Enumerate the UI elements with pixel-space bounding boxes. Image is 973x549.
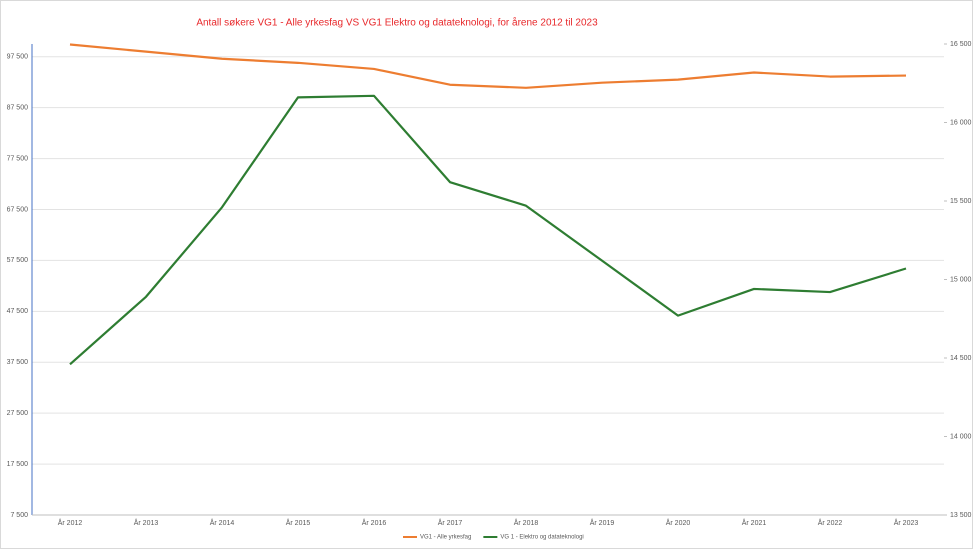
y-tick-label: 7 500 xyxy=(10,512,28,519)
y2-tick-label: 14 000 xyxy=(950,433,972,440)
y-tick-label: 37 500 xyxy=(7,359,29,366)
y-tick-label: 47 500 xyxy=(7,308,29,315)
y-tick-label: 27 500 xyxy=(7,410,29,417)
x-tick-label: År 2015 xyxy=(286,518,311,527)
x-tick-label: År 2019 xyxy=(590,518,615,527)
x-tick-label: År 2012 xyxy=(58,518,83,527)
y-tick-label: 57 500 xyxy=(7,257,29,264)
x-tick-label: År 2022 xyxy=(818,518,843,527)
y2-tick-label: 15 500 xyxy=(950,198,972,205)
y-tick-label: 87 500 xyxy=(7,104,29,111)
y2-tick-label: 16 500 xyxy=(950,41,972,48)
legend-label: VG1 - Alle yrkesfag xyxy=(420,535,471,541)
y2-tick-label: 14 500 xyxy=(950,355,972,362)
x-tick-label: År 2021 xyxy=(742,518,767,527)
series-line xyxy=(69,43,907,89)
y2-tick-label: 16 000 xyxy=(950,119,972,126)
chart-title: Antall søkere VG1 - Alle yrkesfag VS VG1… xyxy=(196,17,598,29)
x-tick-label: År 2016 xyxy=(362,518,387,527)
y-tick-label: 77 500 xyxy=(7,155,29,162)
x-tick-label: År 2018 xyxy=(514,518,539,527)
legend-label: VG 1 - Elektro og datateknologi xyxy=(500,535,583,541)
y-tick-label: 67 500 xyxy=(7,206,29,213)
y2-tick-label: 13 500 xyxy=(950,512,972,519)
x-tick-label: År 2020 xyxy=(666,518,691,527)
y-tick-label: 97 500 xyxy=(7,54,29,61)
y-tick-label: 17 500 xyxy=(7,461,29,468)
x-tick-label: År 2014 xyxy=(210,518,235,527)
x-tick-label: År 2013 xyxy=(134,518,159,527)
x-tick-label: År 2023 xyxy=(894,518,919,527)
series-line xyxy=(69,94,907,366)
y2-tick-label: 15 000 xyxy=(950,276,972,283)
x-tick-label: År 2017 xyxy=(438,518,463,527)
